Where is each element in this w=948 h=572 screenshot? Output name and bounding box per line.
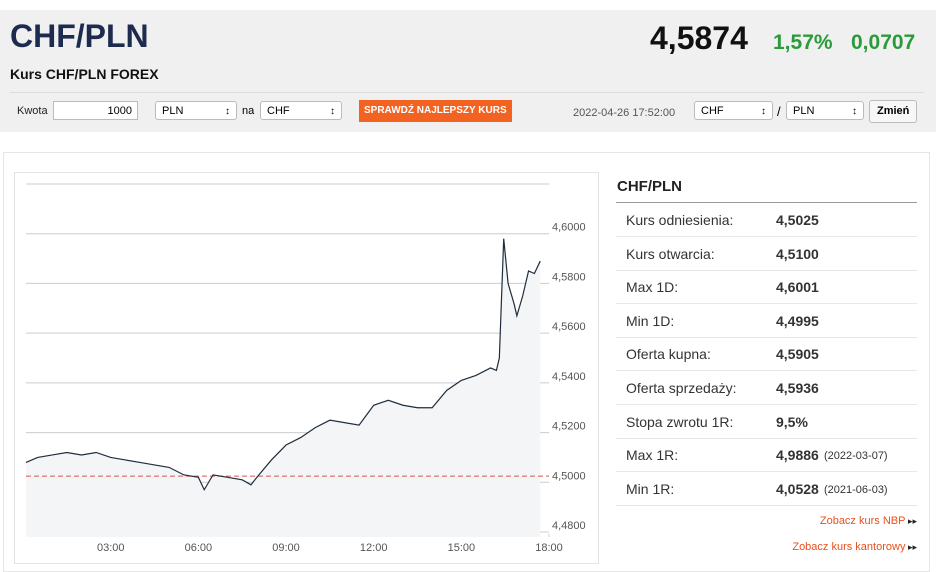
change-pct: 1,57%: [773, 31, 833, 54]
stats-value: 4,5936: [776, 380, 819, 396]
line: [25, 238, 541, 492]
stats-label: Max 1D:: [626, 279, 679, 296]
stats-date: (2022-03-07): [824, 450, 888, 463]
stats-label: Min 1R:: [626, 480, 675, 497]
stats-value: 4,0528: [776, 480, 819, 497]
chart: 4,4800 4,5000 4,5200 4,5400 4,5600 4,5800 4,60…: [25, 183, 586, 554]
timestamp: 2022-04-26 17:52:00: [573, 107, 676, 119]
y-tick-label: 4,4800: [552, 520, 586, 532]
stats-rule: [616, 202, 917, 203]
area: [26, 238, 541, 538]
nbp-link[interactable]: Zobacz kurs NBP: [820, 515, 917, 527]
y-tick-label: 4,5800: [552, 271, 586, 283]
stats-value: 4,9886: [776, 447, 819, 464]
title: CHF/PLN: [10, 18, 149, 54]
base-select[interactable]: CHF: [694, 101, 773, 121]
subtitle: Kurs CHF/PLN FOREX: [10, 66, 159, 82]
stats-label: Kurs otwarcia:: [626, 245, 715, 262]
separator: /: [777, 104, 781, 119]
quote-select[interactable]: PLN: [786, 101, 864, 121]
stats-value: 4,5100: [776, 245, 819, 262]
x-tick-label: 03:00: [97, 542, 125, 554]
x-tick-label: 15:00: [448, 542, 476, 554]
stats-value: 4,5905: [776, 346, 819, 363]
divider: [10, 92, 924, 93]
stats-row: Min 1D: 4,4995: [616, 304, 917, 338]
stats-value: 4,6001: [776, 279, 819, 296]
y-tick-label: 4,5400: [552, 371, 586, 383]
stats-row: Max 1D: 4,6001: [616, 270, 917, 305]
stats-value: 4,4995: [776, 312, 819, 329]
stats-row: Oferta sprzedaży: 4,5936: [616, 371, 917, 405]
stats-row: Kurs odniesienia: 4,5025: [616, 203, 917, 237]
chart-frame: 4,4800 4,5000 4,5200 4,5400 4,5600 4,5800 4,60…: [14, 172, 599, 564]
stats-label: Min 1D:: [626, 312, 675, 329]
x-tick-label: 12:00: [360, 542, 388, 554]
rate: 4,5874: [650, 20, 748, 56]
stats-label: Kurs odniesienia:: [626, 212, 734, 228]
stats-label: Max 1R:: [626, 447, 679, 464]
from-select[interactable]: PLN: [155, 101, 237, 121]
amount-input[interactable]: 1000: [53, 101, 138, 120]
stats-row: Max 1R: 4,9886 (2022-03-07): [616, 438, 917, 473]
best-rate-button[interactable]: SPRAWDŹ NAJLEPSZY KURS: [359, 100, 512, 122]
change: 0,0707: [851, 31, 916, 54]
stats-label: Oferta kupna:: [626, 346, 711, 363]
stats-label: Oferta sprzedaży:: [626, 380, 737, 396]
to-label: na: [242, 105, 255, 117]
stats-date: (2021-06-03): [824, 483, 888, 496]
y-tick-label: 4,5200: [552, 421, 586, 433]
stats-row: Stopa zwrotu 1R: 9,5%: [616, 405, 917, 439]
stats-label: Stopa zwrotu 1R:: [626, 413, 734, 430]
y-tick-label: 4,5600: [552, 321, 586, 333]
change-button[interactable]: Zmień: [869, 100, 918, 123]
x-tick-label: 09:00: [272, 542, 300, 554]
x-tick-label: 06:00: [185, 542, 213, 554]
to-select[interactable]: CHF: [260, 101, 342, 121]
x-tick-label: 18:00: [535, 542, 563, 554]
y-tick-label: 4,6000: [552, 222, 586, 234]
stats-row: Min 1R: 4,0528 (2021-06-03): [616, 472, 917, 506]
stats-title: CHF/PLN: [617, 178, 682, 195]
y-tick-label: 4,5000: [552, 470, 586, 482]
kantor-link[interactable]: Zobacz kurs kantorowy: [792, 541, 917, 553]
stats-value: 9,5%: [776, 413, 808, 430]
stats-row: Oferta kupna: 4,5905: [616, 337, 917, 372]
stats-row: Kurs otwarcia: 4,5100: [616, 237, 917, 271]
amount-label: Kwota: [17, 105, 48, 117]
stats-value: 4,5025: [776, 212, 819, 228]
